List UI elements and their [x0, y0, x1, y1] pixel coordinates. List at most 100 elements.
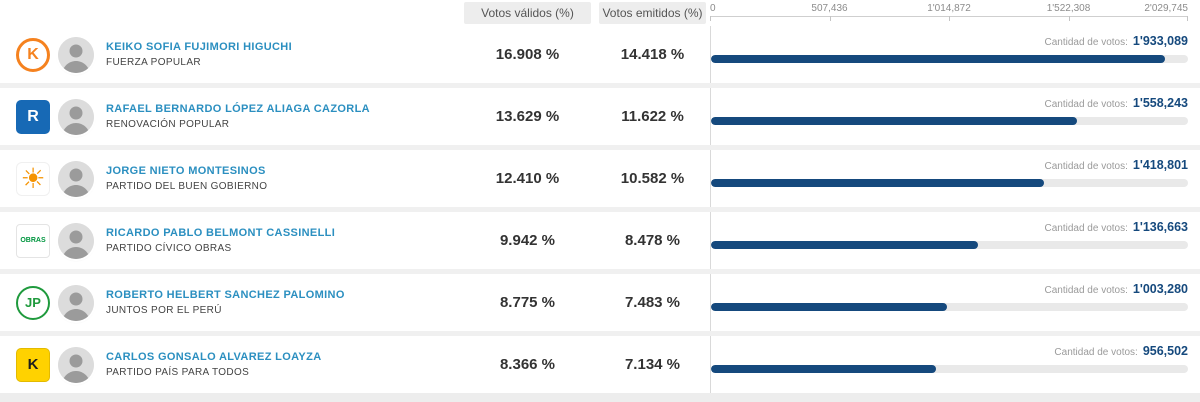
candidate-name: JORGE NIETO MONTESINOS	[106, 165, 266, 177]
votes-caption: Cantidad de votos:	[1044, 285, 1128, 296]
emitted-header-cell: Votos emitidos (%)	[595, 0, 710, 26]
votes-line: Cantidad de votos: 956,502	[711, 344, 1188, 358]
emitted-percent: 8.478 %	[624, 232, 681, 249]
votes-bar-track	[711, 117, 1188, 125]
axis-tick	[949, 16, 950, 21]
candidate-cell: K KEIKO SOFIA FUJIMORI HIGUCHI FUERZA PO…	[0, 26, 460, 83]
votes-caption: Cantidad de votos:	[1054, 347, 1138, 358]
candidate-row: OBRAS RICARDO PABLO BELMONT CASSINELLI P…	[0, 212, 1200, 269]
axis-tick-label: 507,436	[811, 3, 848, 14]
votes-bar-track	[711, 303, 1188, 311]
valid-percent: 8.775 %	[499, 294, 556, 311]
candidate-cell: JP ROBERTO HELBERT SANCHEZ PALOMINO JUNT…	[0, 274, 460, 331]
emitted-percent: 7.483 %	[624, 294, 681, 311]
valid-percent: 8.366 %	[499, 356, 556, 373]
votes-caption: Cantidad de votos:	[1044, 37, 1128, 48]
candidate-name: CARLOS GONSALO ALVAREZ LOAYZA	[106, 351, 322, 363]
valid-votes-header: Votos válidos (%)	[464, 2, 591, 24]
valid-percent: 13.629 %	[495, 108, 560, 125]
row-separator	[0, 331, 1200, 336]
votes-line: Cantidad de votos: 1'418,801	[711, 158, 1189, 172]
party-name: PARTIDO PAÍS PARA TODOS	[106, 367, 250, 378]
row-separator	[0, 145, 1200, 150]
axis-tick	[1068, 16, 1070, 21]
votes-bar-cell: Cantidad de votos: 1'933,089	[710, 26, 1200, 83]
party-name: PARTIDO DEL BUEN GOBIERNO	[106, 181, 268, 192]
valid-percent: 12.410 %	[495, 170, 560, 187]
votes-bar-cell: Cantidad de votos: 1'136,663	[710, 212, 1200, 269]
candidate-photo	[58, 284, 94, 321]
axis-tick-label: 0	[710, 3, 716, 14]
header-row: Votos válidos (%) Votos emitidos (%) 0 5…	[0, 0, 1200, 26]
candidate-names: KEIKO SOFIA FUJIMORI HIGUCHI FUERZA POPU…	[106, 41, 292, 68]
party-logo-glyph: ☀	[20, 163, 46, 194]
votes-count: 956,502	[1142, 344, 1188, 358]
votes-bar	[711, 179, 1045, 187]
emitted-percent: 14.418 %	[620, 46, 685, 63]
votes-line: Cantidad de votos: 1'558,243	[711, 96, 1189, 110]
party-logo: ☀	[16, 161, 50, 196]
emitted-percent: 7.134 %	[624, 356, 681, 373]
votes-bar-cell: Cantidad de votos: 1'418,801	[710, 150, 1200, 207]
chart-axis: 0 507,436 1'014,872 1'522,308 2'029,745	[710, 0, 1200, 26]
candidate-name: RICARDO PABLO BELMONT CASSINELLI	[106, 227, 336, 239]
party-logo-glyph: R	[27, 107, 39, 125]
votes-caption: Cantidad de votos:	[1044, 99, 1128, 110]
votes-count: 1'933,089	[1132, 34, 1188, 48]
candidate-names: JORGE NIETO MONTESINOS PARTIDO DEL BUEN …	[106, 165, 267, 192]
party-logo-glyph: JP	[25, 295, 41, 310]
votes-bar	[711, 117, 1078, 125]
axis-tick	[829, 16, 831, 21]
party-name: FUERZA POPULAR	[106, 57, 201, 68]
row-separator	[0, 269, 1200, 274]
votes-line: Cantidad de votos: 1'933,089	[711, 34, 1189, 48]
votes-bar-cell: Cantidad de votos: 1'558,243	[710, 88, 1200, 145]
candidate-photo	[58, 160, 94, 197]
votes-count: 1'003,280	[1132, 282, 1188, 296]
candidate-photo	[58, 222, 94, 259]
axis-tick-label: 2'029,745	[1144, 3, 1188, 14]
party-name: RENOVACIÓN POPULAR	[106, 119, 230, 130]
candidate-row: K CARLOS GONSALO ALVAREZ LOAYZA PARTIDO …	[0, 336, 1200, 393]
axis-tick-label: 1'014,872	[927, 3, 971, 14]
candidate-row: K KEIKO SOFIA FUJIMORI HIGUCHI FUERZA PO…	[0, 26, 1200, 83]
candidate-row: R RAFAEL BERNARDO LÓPEZ ALIAGA CAZORLA R…	[0, 88, 1200, 145]
axis-tick	[710, 16, 711, 21]
votes-bar	[711, 55, 1166, 63]
votes-bar	[711, 241, 979, 249]
votes-bar-cell: Cantidad de votos: 956,502	[710, 336, 1200, 393]
votes-count: 1'418,801	[1132, 158, 1188, 172]
party-logo: OBRAS	[16, 223, 50, 258]
candidate-names: RICARDO PABLO BELMONT CASSINELLI PARTIDO…	[106, 227, 335, 254]
votes-bar-track	[711, 179, 1188, 187]
candidate-names: CARLOS GONSALO ALVAREZ LOAYZA PARTIDO PA…	[106, 351, 322, 378]
emitted-percent: 11.622 %	[621, 108, 684, 125]
votes-bar	[711, 303, 947, 311]
axis-tick	[1187, 16, 1188, 21]
party-logo: K	[16, 347, 50, 382]
row-separator	[0, 207, 1200, 212]
candidate-photo	[58, 346, 94, 383]
votes-bar-track	[711, 241, 1188, 249]
valid-percent: 9.942 %	[499, 232, 556, 249]
party-logo: JP	[16, 285, 50, 320]
votes-line: Cantidad de votos: 1'136,663	[711, 220, 1189, 234]
candidate-name: KEIKO SOFIA FUJIMORI HIGUCHI	[106, 41, 293, 53]
party-logo: K	[16, 37, 50, 72]
candidate-cell: R RAFAEL BERNARDO LÓPEZ ALIAGA CAZORLA R…	[0, 88, 460, 145]
candidate-cell: K CARLOS GONSALO ALVAREZ LOAYZA PARTIDO …	[0, 336, 460, 393]
votes-caption: Cantidad de votos:	[1044, 223, 1128, 234]
valid-percent: 16.908 %	[495, 46, 560, 63]
candidate-names: RAFAEL BERNARDO LÓPEZ ALIAGA CAZORLA REN…	[106, 103, 370, 130]
valid-header-cell: Votos válidos (%)	[460, 0, 595, 26]
candidate-row: ☀ JORGE NIETO MONTESINOS PARTIDO DEL BUE…	[0, 150, 1200, 207]
candidate-name: ROBERTO HELBERT SANCHEZ PALOMINO	[106, 289, 345, 301]
party-name: JUNTOS POR EL PERÚ	[106, 305, 222, 316]
candidate-row: JP ROBERTO HELBERT SANCHEZ PALOMINO JUNT…	[0, 274, 1200, 331]
party-name: PARTIDO CÍVICO OBRAS	[106, 243, 232, 254]
party-logo: R	[16, 99, 50, 134]
votes-caption: Cantidad de votos:	[1044, 161, 1128, 172]
candidate-names: ROBERTO HELBERT SANCHEZ PALOMINO JUNTOS …	[106, 289, 345, 316]
emitted-percent: 10.582 %	[620, 170, 685, 187]
